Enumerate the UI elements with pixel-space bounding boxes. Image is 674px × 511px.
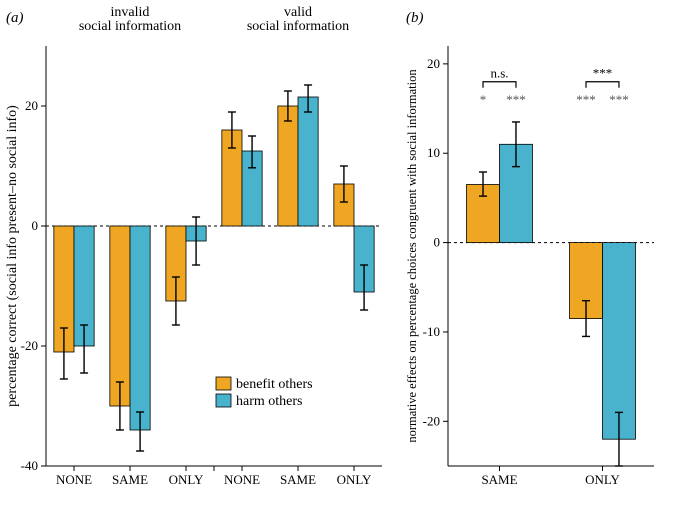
panel-b-sig-bracket: [586, 82, 619, 88]
panel-a-section-header: social information: [79, 19, 181, 34]
legend-swatch-benefit: [216, 377, 231, 390]
panel-a-bar: [298, 97, 318, 226]
panel-b-ytick-label: -20: [423, 413, 440, 428]
panel-a-ylabel: percentage correct (social info present–…: [5, 105, 20, 407]
panel-a-group-label: NONE: [56, 472, 92, 487]
panel-b-bar: [603, 243, 636, 440]
panel-a-group-label: ONLY: [337, 472, 372, 487]
panel-b-bracket-label: n.s.: [490, 66, 508, 81]
panel-a-bar: [110, 226, 130, 406]
panel-b-group-label: ONLY: [585, 472, 620, 487]
panel-a-group-label: SAME: [112, 472, 148, 487]
panel-a-group-label: ONLY: [169, 472, 204, 487]
panel-a-ytick-label: 20: [25, 98, 38, 113]
panel-b-sig-label: ***: [609, 92, 629, 107]
panel-b-tag: (b): [406, 10, 424, 26]
panel-a-bar: [278, 106, 298, 226]
panel-b-sig-label: *: [480, 92, 487, 107]
panel-b-ytick-label: -10: [423, 324, 440, 339]
panel-a-tag: (a): [6, 10, 24, 26]
panel-b-sig-label: ***: [506, 92, 526, 107]
panel-a-ytick-label: -40: [21, 458, 38, 473]
panel-a-ytick-label: 0: [32, 218, 39, 233]
panel-b-bracket-label: ***: [593, 66, 613, 81]
legend-label-harm: harm others: [236, 394, 302, 409]
panel-b-sig-bracket: [483, 82, 516, 88]
panel-b-ylabel: normative effects on percentage choices …: [405, 69, 419, 443]
panel-b-ytick-label: 0: [434, 235, 441, 250]
panel-b-group-label: SAME: [481, 472, 517, 487]
legend-swatch-harm: [216, 394, 231, 407]
panel-b-ytick-label: 10: [427, 145, 440, 160]
panel-a-ytick-label: -20: [21, 338, 38, 353]
panel-a-group-label: SAME: [280, 472, 316, 487]
legend-label-benefit: benefit others: [236, 377, 313, 392]
panel-a-bar: [130, 226, 150, 430]
panel-b-ytick-label: 20: [427, 56, 440, 71]
panel-a-group-label: NONE: [224, 472, 260, 487]
panel-b-sig-label: ***: [576, 92, 596, 107]
panel-a-section-header: valid: [284, 5, 312, 20]
panel-a-section-header: social information: [247, 19, 349, 34]
panel-a-section-header: invalid: [111, 5, 150, 20]
